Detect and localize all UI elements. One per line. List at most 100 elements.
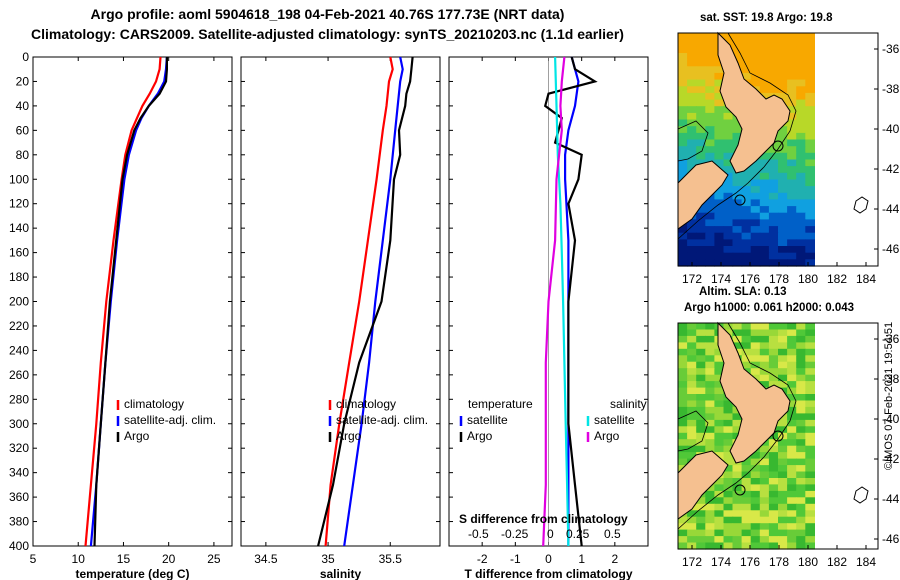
sla-map-cell bbox=[696, 394, 706, 402]
sst-map-cell bbox=[732, 46, 743, 54]
sst-map-cell bbox=[787, 39, 797, 47]
sla-map-cell bbox=[696, 323, 706, 331]
sst-map-cell bbox=[768, 186, 779, 194]
y-tick-label: 400 bbox=[9, 539, 29, 553]
sst-map-cell bbox=[696, 132, 706, 141]
sla-map-cell bbox=[741, 458, 752, 466]
sla-map-cell bbox=[687, 355, 697, 363]
sst-map-cell bbox=[723, 152, 734, 161]
sla-map-cell bbox=[705, 406, 715, 414]
legend-label: satellite-adj. clim. bbox=[124, 413, 216, 427]
sst-map-cell bbox=[787, 259, 797, 267]
sla-map-cell bbox=[714, 478, 725, 486]
sst-map-cell bbox=[778, 59, 788, 67]
sst-map-cell bbox=[732, 172, 743, 181]
sla-map-cell bbox=[778, 342, 788, 350]
sst-map-cell bbox=[787, 112, 797, 121]
series-line-sal-2 bbox=[317, 56, 414, 547]
sla-map-cell bbox=[741, 348, 752, 356]
sla-map-cell bbox=[714, 419, 725, 427]
sst-map-cell bbox=[768, 192, 779, 201]
sla-map-cell bbox=[787, 458, 797, 466]
sla-map-cell bbox=[750, 361, 761, 369]
map-lat-label: -40 bbox=[882, 122, 900, 136]
sst-map-cell bbox=[705, 152, 715, 161]
sla-map-cell bbox=[723, 452, 734, 460]
sst-map-cell bbox=[778, 239, 788, 247]
sla-map-cell bbox=[768, 374, 779, 382]
sla-map-cell bbox=[796, 387, 806, 395]
sla-map-cell bbox=[741, 523, 752, 531]
sla-map-cell bbox=[750, 471, 761, 479]
sla-map-cell bbox=[805, 490, 815, 498]
sla-map-cell bbox=[741, 484, 752, 492]
sst-map-cell bbox=[759, 252, 770, 260]
sla-map-cell bbox=[805, 348, 815, 356]
sla-map-cell bbox=[678, 329, 688, 337]
sla-map-cell bbox=[796, 542, 806, 550]
sst-map-cell bbox=[759, 46, 770, 54]
sst-map-cell bbox=[687, 226, 697, 234]
sla-map-cell bbox=[714, 368, 725, 376]
sst-map-cell bbox=[787, 219, 797, 227]
sst-map-cell bbox=[741, 246, 752, 254]
sst-map-cell bbox=[796, 66, 806, 74]
sst-map-cell bbox=[805, 259, 815, 267]
sla-map-cell bbox=[687, 426, 697, 434]
sst-map-cell bbox=[741, 72, 752, 81]
sst-map-cell bbox=[759, 72, 770, 81]
sst-map-cell bbox=[696, 106, 706, 114]
map-lon-label: 184 bbox=[856, 555, 876, 569]
sst-map-cell bbox=[805, 92, 815, 101]
y-tick-label: 380 bbox=[9, 515, 29, 529]
sla-map-cell bbox=[787, 323, 797, 331]
sst-map-cell bbox=[714, 86, 725, 94]
sla-map-cell bbox=[705, 510, 715, 518]
sla-map-cell bbox=[696, 413, 706, 421]
sst-map-cell bbox=[778, 139, 788, 147]
sla-map-cell bbox=[768, 452, 779, 460]
sla-map-cell bbox=[759, 329, 770, 337]
sla-map-cell bbox=[696, 335, 706, 343]
sla-map-cell bbox=[750, 529, 761, 537]
sla-map-cell bbox=[732, 523, 743, 531]
sst-map-cell bbox=[796, 79, 806, 87]
sst-map-cell bbox=[787, 106, 797, 114]
sla-map-cell bbox=[687, 400, 697, 408]
sst-map-cell bbox=[778, 159, 788, 167]
sst-map-cell bbox=[741, 239, 752, 247]
sst-map-cell bbox=[805, 59, 815, 67]
sst-map-cell bbox=[732, 192, 743, 201]
sla-map-cell bbox=[705, 394, 715, 402]
sst-map-cell bbox=[723, 252, 734, 260]
sla-map-cell bbox=[805, 432, 815, 440]
sla-map-cell bbox=[759, 484, 770, 492]
sst-map-cell bbox=[723, 186, 734, 194]
sla-map-cell bbox=[768, 335, 779, 343]
sst-map-cell bbox=[750, 179, 761, 187]
sla-map-cell bbox=[787, 445, 797, 453]
sst-map-cell bbox=[796, 152, 806, 161]
sst-map-cell bbox=[805, 199, 815, 207]
sst-map-cell bbox=[787, 206, 797, 214]
map-lat-label: -40 bbox=[882, 412, 900, 426]
legend-label: climatology bbox=[124, 397, 184, 411]
sla-map-cell bbox=[723, 400, 734, 408]
sst-map-cell bbox=[696, 53, 706, 61]
sst-map-cell bbox=[696, 219, 706, 227]
y-tick-label: 260 bbox=[9, 368, 29, 382]
sla-map-cell bbox=[678, 523, 688, 531]
sla-map-cell bbox=[741, 536, 752, 544]
sst-map-cell bbox=[778, 246, 788, 254]
y-tick-label: 320 bbox=[9, 441, 29, 455]
sla-map-cell bbox=[687, 439, 697, 447]
sst-map-cell bbox=[805, 159, 815, 167]
sla-map-cell bbox=[796, 510, 806, 518]
sst-map-cell bbox=[768, 252, 779, 260]
sla-map-cell bbox=[714, 387, 725, 395]
sla-map-cell bbox=[705, 529, 715, 537]
sst-map-cell bbox=[805, 106, 815, 114]
series-line-temp-2 bbox=[93, 57, 168, 547]
sst-map-cell bbox=[705, 119, 715, 127]
sla-map-cell bbox=[805, 471, 815, 479]
